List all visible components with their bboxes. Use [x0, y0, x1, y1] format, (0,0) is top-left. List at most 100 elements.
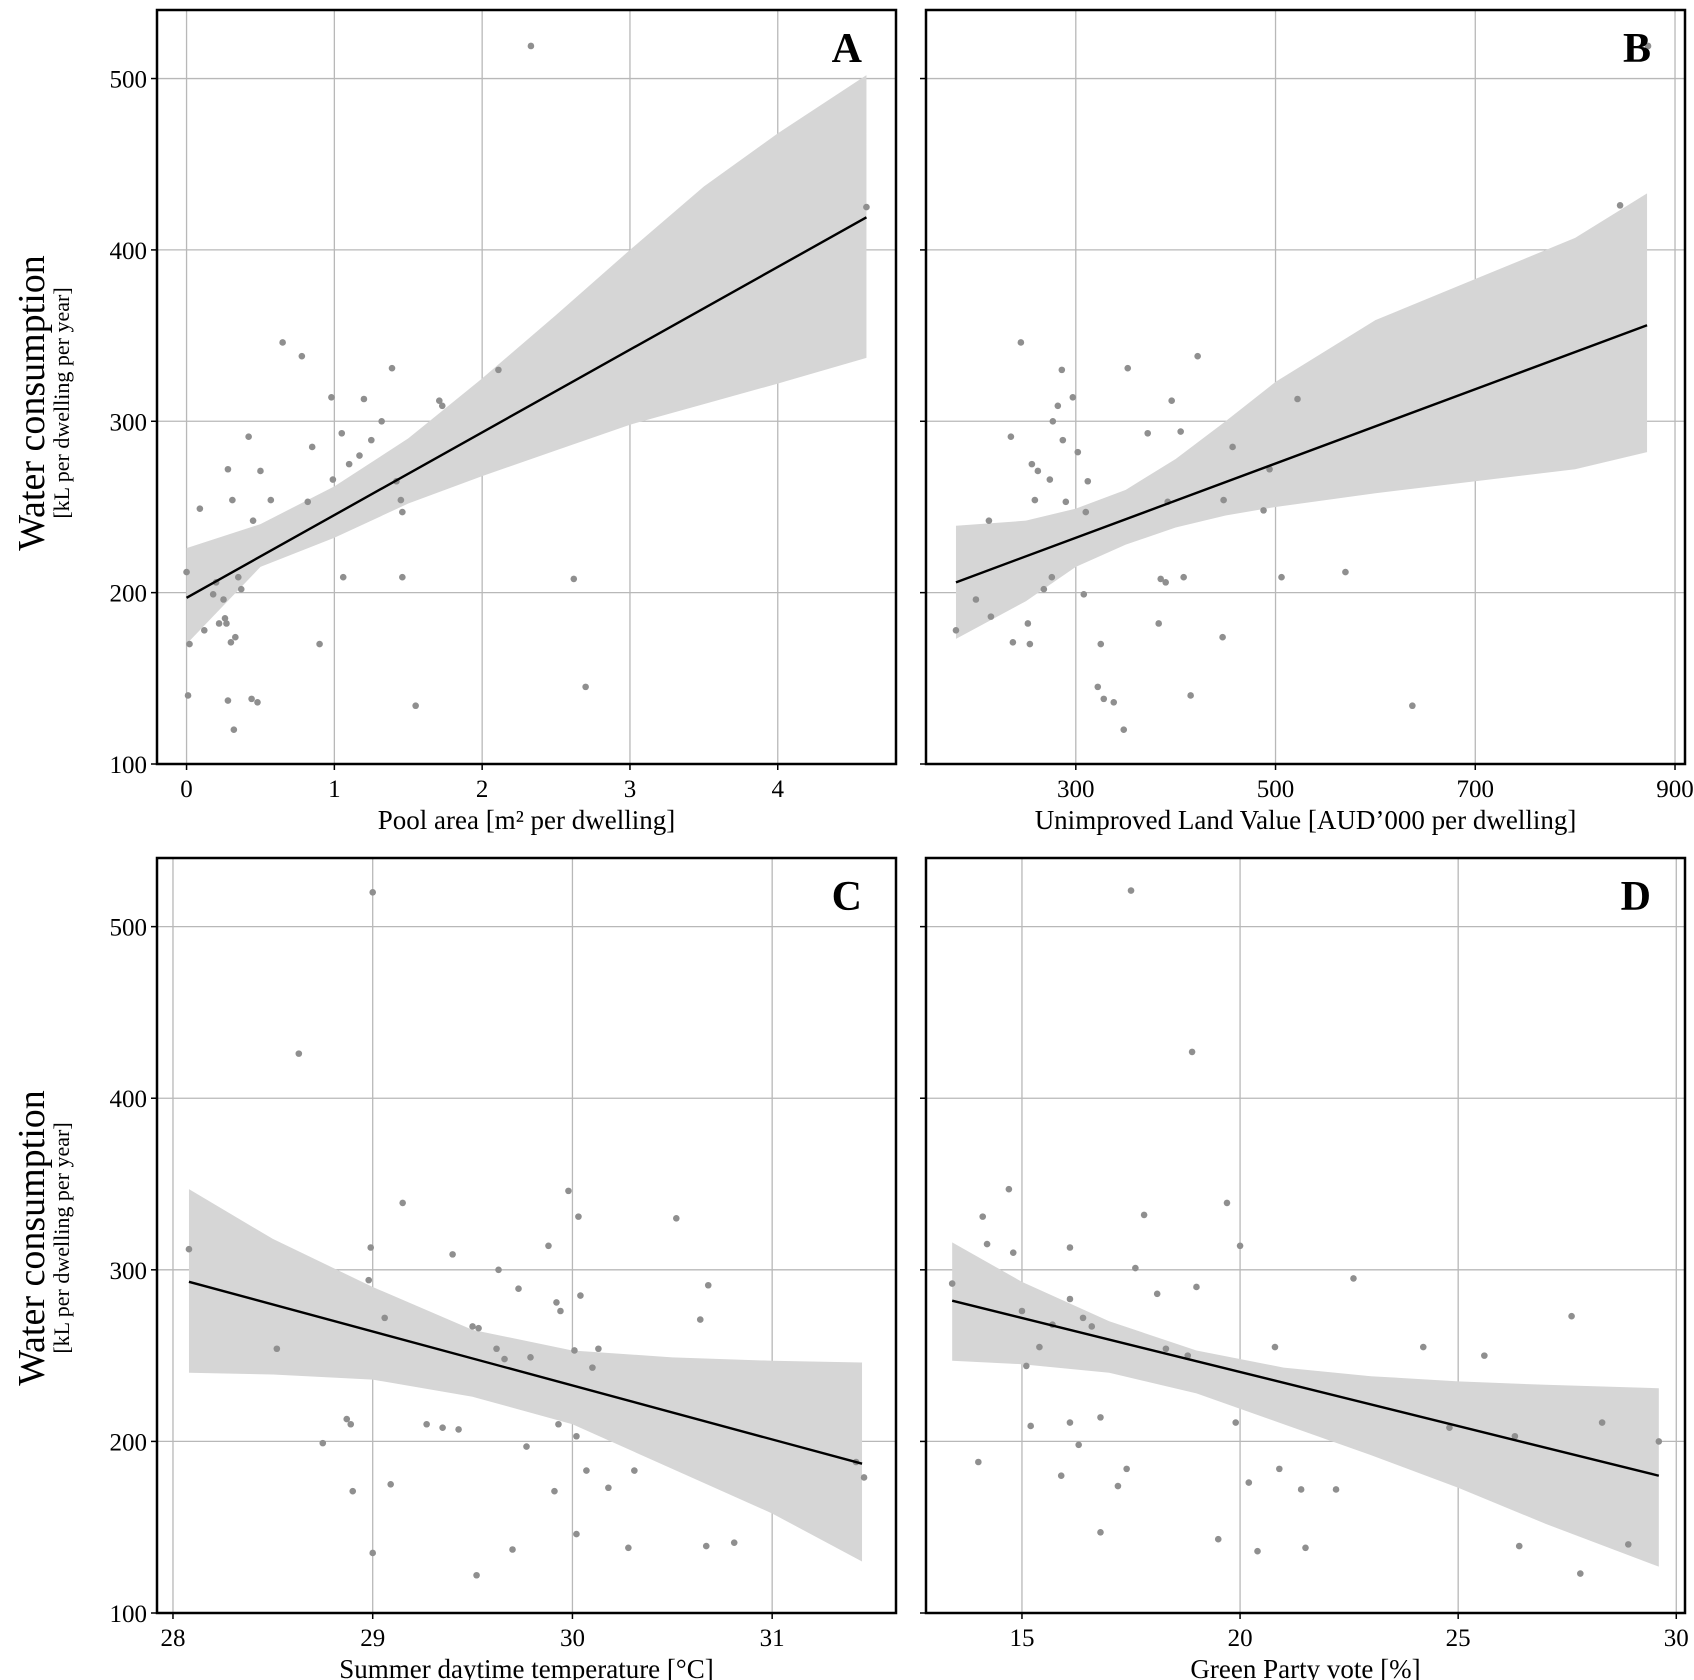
plot-frame — [155, 8, 898, 766]
data-point — [1302, 1544, 1309, 1552]
data-point — [702, 1542, 710, 1550]
data-point — [1017, 339, 1025, 346]
data-point — [1446, 1424, 1453, 1431]
panel-c: 28 29 30 31 100 200 300 400 500 Summer daytime te… — [110, 856, 898, 1680]
data-point — [575, 1213, 582, 1220]
data-points — [183, 42, 870, 734]
data-point — [527, 1354, 534, 1361]
x-tick-label: 300 — [1057, 776, 1095, 803]
data-point — [1034, 467, 1042, 475]
data-point — [279, 339, 286, 346]
data-point — [1079, 1314, 1087, 1322]
data-point — [1187, 692, 1194, 699]
data-point — [1069, 393, 1077, 401]
data-point — [1294, 395, 1301, 403]
y-tick-label: 400 — [110, 1086, 148, 1113]
x-axis-ticks: 15 20 25 30 — [1009, 1613, 1689, 1652]
data-point — [979, 1213, 987, 1220]
data-point — [232, 633, 239, 641]
data-point — [245, 433, 252, 440]
data-point — [1075, 1441, 1082, 1449]
regression-line — [188, 1280, 863, 1465]
data-point — [1100, 695, 1108, 703]
data-point — [704, 1281, 712, 1289]
data-point — [1088, 1323, 1096, 1330]
data-point — [387, 1481, 394, 1488]
data-point — [523, 1443, 530, 1450]
data-point — [1066, 1295, 1074, 1303]
data-point — [565, 1187, 572, 1195]
data-point — [304, 498, 312, 506]
data-point — [338, 429, 346, 437]
y-axis-title-top: Water consumption [kL per dwelling per y… — [11, 255, 74, 551]
data-point — [1177, 428, 1184, 435]
data-point — [948, 1280, 956, 1287]
data-point — [209, 591, 217, 598]
data-point — [972, 596, 980, 603]
data-point — [631, 1467, 638, 1474]
data-point — [1644, 42, 1652, 50]
data-point — [1260, 507, 1267, 514]
data-point — [367, 1244, 375, 1251]
data-point — [730, 1539, 738, 1546]
data-point — [1018, 1307, 1026, 1315]
data-point — [221, 615, 229, 622]
y-tick-label: 200 — [110, 581, 148, 608]
data-point — [1332, 1486, 1340, 1493]
data-point — [1024, 620, 1032, 627]
data-point — [1624, 1541, 1632, 1548]
data-point — [378, 417, 385, 425]
data-point — [527, 42, 535, 50]
data-point — [295, 1050, 303, 1057]
y-axis-title-sub: [kL per dwelling per year] — [49, 287, 74, 518]
panel-label: B — [1623, 26, 1651, 72]
data-point — [583, 1467, 590, 1474]
data-point — [1097, 640, 1105, 648]
data-point — [1094, 683, 1102, 691]
y-tick-label: 500 — [110, 915, 148, 942]
data-point — [570, 575, 578, 583]
data-point — [551, 1487, 558, 1495]
data-point — [399, 508, 406, 516]
x-tick-label: 3 — [624, 776, 637, 803]
data-point — [249, 517, 257, 524]
data-point — [349, 1487, 357, 1495]
data-point — [316, 640, 323, 648]
data-point — [1271, 1343, 1279, 1351]
data-point — [495, 1266, 502, 1274]
y-axis-title-main: Water consumption — [11, 1090, 53, 1386]
x-axis-title: Pool area [m² per dwelling] — [378, 805, 676, 835]
data-point — [1123, 1465, 1130, 1473]
data-points — [185, 889, 868, 1579]
y-tick-label: 200 — [110, 1429, 148, 1456]
data-point — [625, 1544, 632, 1552]
y-axis-ticks — [920, 77, 926, 765]
data-point — [863, 203, 870, 211]
x-tick-label: 20 — [1228, 1625, 1253, 1652]
data-point — [1245, 1479, 1253, 1486]
x-axis-title: Unimproved Land Value [AUD’000 per dwell… — [1035, 805, 1577, 835]
data-point — [1036, 1343, 1043, 1351]
confidence-band — [955, 193, 1648, 639]
x-tick-label: 25 — [1446, 1625, 1471, 1652]
y-axis-title-main: Water consumption — [11, 255, 53, 551]
panel-d: 15 20 25 30 Green Party vote [%] D — [920, 856, 1689, 1680]
data-point — [1026, 640, 1034, 648]
panel-a: 0 1 2 3 4 100 200 300 400 500 Pool area [m² per dw… — [110, 8, 898, 835]
data-point — [224, 697, 232, 704]
data-point — [223, 620, 230, 627]
data-point — [1031, 496, 1039, 504]
data-point — [1062, 498, 1070, 506]
data-point — [1153, 1290, 1161, 1298]
data-point — [495, 366, 502, 374]
data-point — [200, 627, 208, 634]
data-point — [983, 1240, 991, 1248]
confidence-band — [188, 1189, 863, 1562]
data-point — [1162, 579, 1169, 586]
data-point — [1188, 1048, 1196, 1056]
data-point — [412, 702, 419, 710]
panel-label: A — [832, 26, 863, 72]
regression-line — [955, 324, 1648, 584]
data-point — [423, 1420, 430, 1428]
data-point — [501, 1355, 508, 1363]
